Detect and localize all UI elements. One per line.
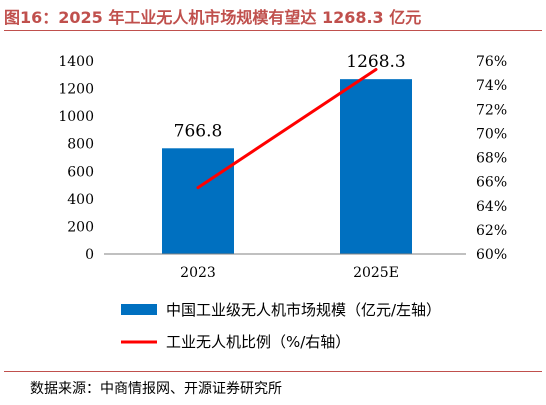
bar-2025E xyxy=(340,79,412,254)
y-right-tick-label: 70% xyxy=(476,126,507,142)
y-left-tick-label: 1000 xyxy=(58,109,94,125)
chart-area: 0 200 400 600 800 1000 1200 1400 60% 62% 64% 66% 68… xyxy=(58,52,507,351)
y-right-tick-label: 66% xyxy=(476,175,507,191)
y-right-tick-label: 74% xyxy=(476,78,507,94)
y-left-tick-label: 1400 xyxy=(58,54,94,70)
x-tick-label-2023: 2023 xyxy=(180,265,216,281)
source-note: 数据来源：中商情报网、开源证券研究所 xyxy=(30,381,282,397)
y-left-tick-label: 1200 xyxy=(58,82,94,98)
source-divider xyxy=(4,371,542,372)
bar-2023 xyxy=(162,148,234,254)
y-left-tick-label: 600 xyxy=(67,164,94,180)
data-label-2023: 766.8 xyxy=(174,121,223,141)
y-right-tick-label: 72% xyxy=(476,102,507,118)
y-left-tick-label: 0 xyxy=(85,247,94,263)
legend-bar-swatch xyxy=(121,304,157,315)
title-divider xyxy=(4,30,542,31)
y-left-tick-label: 800 xyxy=(67,137,94,153)
chart-title: 图16：2025 年工业无人机市场规模有望达 1268.3 亿元 xyxy=(4,8,422,27)
y-left-tick-label: 200 xyxy=(67,219,94,235)
legend-line-label: 工业无人机比例（%/右轴） xyxy=(166,333,350,351)
data-label-2025E: 1268.3 xyxy=(346,52,405,72)
y-right-tick-label: 76% xyxy=(476,54,507,70)
y-right-tick-label: 62% xyxy=(476,223,507,239)
y-right-tick-label: 64% xyxy=(476,199,507,215)
ratio-line xyxy=(196,67,378,190)
y-left-tick-label: 400 xyxy=(67,192,94,208)
y-right-tick-label: 68% xyxy=(476,151,507,167)
x-tick-label-2025E: 2025E xyxy=(353,265,399,281)
legend-bar-label: 中国工业级无人机市场规模（亿元/左轴） xyxy=(166,301,441,319)
y-right-tick-label: 60% xyxy=(476,247,507,263)
